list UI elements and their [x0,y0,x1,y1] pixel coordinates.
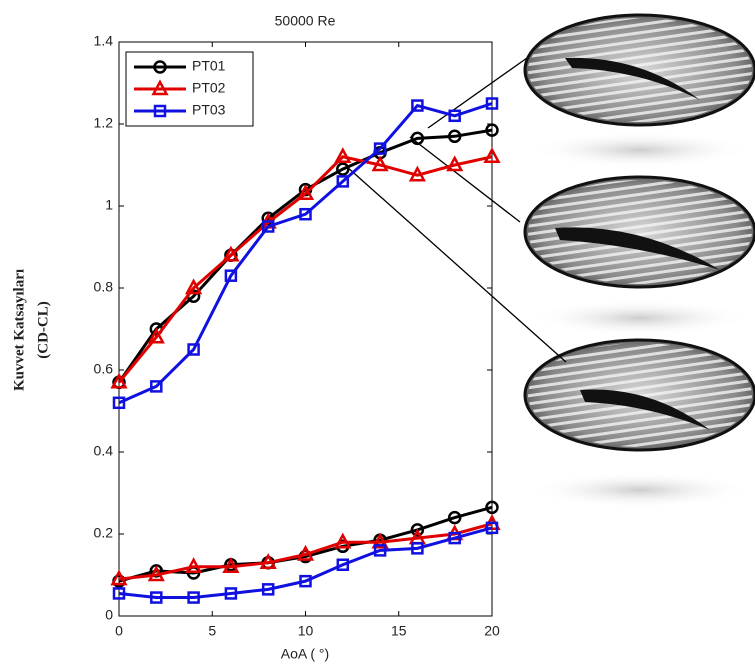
data-point [150,380,163,393]
data-point [261,220,275,233]
data-point [185,557,203,574]
data-point [336,558,350,571]
data-point [334,147,352,164]
legend-label: PT03 [192,102,226,118]
flow-images [345,13,755,508]
data-point [410,131,425,146]
plot-area [118,41,493,617]
data-point [185,278,203,295]
legend-label: PT02 [192,80,226,96]
data-point [411,99,424,112]
data-point [259,553,277,569]
data-point [446,155,464,172]
data-point [408,165,426,182]
data-point [224,587,238,600]
data-point [334,532,352,549]
data-point [410,523,425,537]
data-point [336,162,350,176]
y-tick-label: 1 [105,197,113,213]
data-point [485,500,499,515]
data-point [447,510,462,525]
x-tick-label: 20 [484,623,500,639]
data-point [147,327,165,344]
data-point [299,574,312,588]
y-tick-label: 0 [105,607,113,623]
data-point [112,396,126,410]
y-tick-label: 0.8 [94,279,114,295]
data-point [373,142,387,155]
data-point [373,544,387,557]
data-point [296,184,315,200]
data-point [110,372,128,389]
data-point [222,557,240,574]
y-tick-label: 1.4 [94,33,114,49]
data-point [447,129,462,144]
x-tick-label: 10 [298,623,314,639]
data-point [222,245,240,262]
data-point [448,531,461,545]
series-line [118,522,493,581]
data-point [299,207,312,221]
data-point [485,521,499,535]
data-point [448,109,461,123]
data-point [147,565,165,582]
series-line [117,155,493,384]
x-tick-label: 0 [115,623,123,639]
x-axis-label: AoA ( °) [281,646,329,662]
chart-title: 50000 Re [275,13,336,29]
data-point [187,591,200,604]
data-point [485,97,499,110]
data-point [371,155,389,172]
y-axis-label: Kuvvet Katsayıları [11,269,27,391]
y-axis-label: (CD-CL) [35,301,51,359]
data-point [150,591,163,604]
series-line [118,102,493,405]
legend-marker [151,79,169,96]
legend-label: PT01 [192,58,226,74]
data-point [371,532,389,549]
legend-marker [153,104,167,118]
y-tick-label: 0.2 [94,525,114,541]
legend-marker [153,60,167,74]
data-point [261,583,275,596]
data-point [483,147,501,164]
data-point [485,123,499,137]
x-tick-label: 15 [391,623,407,639]
x-tick-label: 5 [208,623,216,639]
y-tick-label: 0.4 [94,443,114,459]
data-point [296,544,315,561]
series-line [118,505,493,583]
series-line [118,526,493,600]
data-point [112,587,126,600]
data-point [187,343,200,356]
series-line [117,128,493,384]
data-point [411,542,424,555]
data-point [224,269,238,282]
data-point [336,175,350,188]
y-tick-label: 1.2 [94,115,114,131]
data-point [110,569,128,586]
y-tick-label: 0.6 [94,361,114,377]
